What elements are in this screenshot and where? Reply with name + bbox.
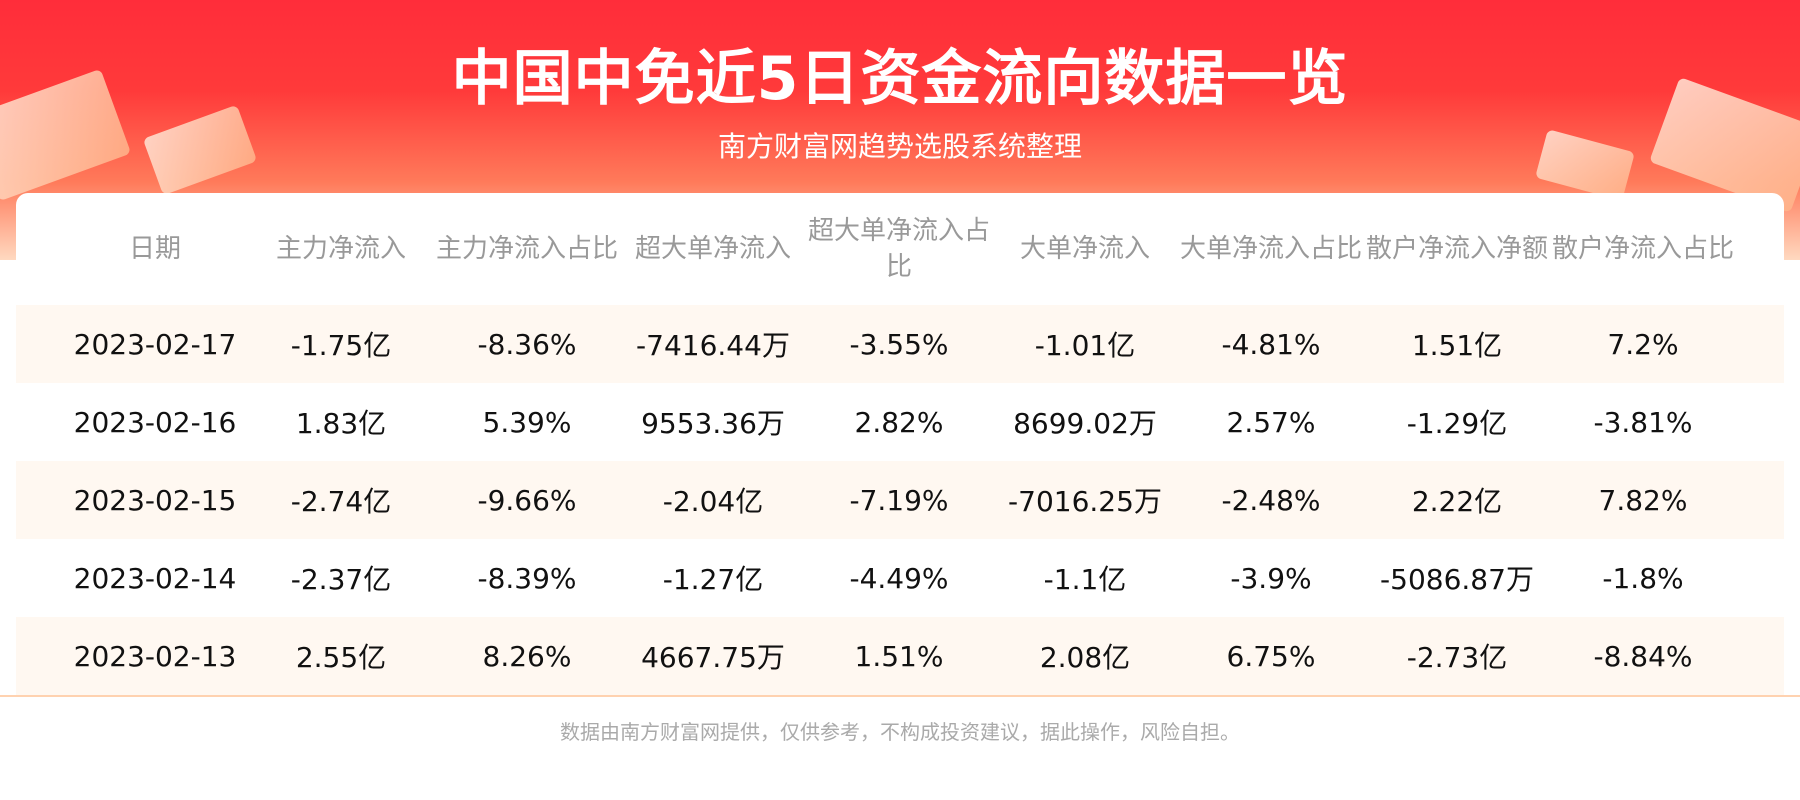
table-row: 2023-02-16 1.83亿 5.39% 9553.36万 2.82% 8699.02… — [16, 383, 1784, 461]
table-cell: -5086.87万 — [1380, 563, 1534, 596]
table-cell: -3.81% — [1593, 405, 1693, 439]
table-header: 日期 主力净流入 主力净流入占比 超大单净流入 超大单净流入占比 大单净流入 大单净流入占比… — [16, 193, 1784, 305]
column-header: 散户净流入占比 — [1551, 234, 1734, 264]
table-cell: -7416.44万 — [636, 329, 790, 362]
table-cell: 1.51% — [854, 639, 944, 673]
column-header: 日期 — [128, 234, 181, 264]
table-cell: 1.83亿 — [295, 407, 387, 440]
table-cell: 1.51亿 — [1411, 329, 1503, 362]
page-title: 中国中免近5日资金流向数据一览 — [451, 44, 1349, 114]
table-row: 2023-02-17 -1.75亿 -8.36% -7416.44万 -3.55% -1.… — [16, 305, 1784, 383]
table-cell: 2023-02-14 — [73, 561, 237, 595]
table-cell: -2.37亿 — [290, 563, 392, 596]
table-cell: 8699.02万 — [1013, 407, 1157, 440]
divider — [0, 695, 1800, 697]
table-cell: 2023-02-17 — [73, 327, 237, 361]
fund-flow-table: 日期 主力净流入 主力净流入占比 超大单净流入 超大单净流入占比 大单净流入 大单净流入占比… — [16, 193, 1784, 705]
table-cell: -1.1亿 — [1043, 563, 1127, 596]
table-cell: 2023-02-16 — [73, 405, 237, 439]
column-header: 散户净流入净额 — [1365, 234, 1548, 264]
table-cell: 7.82% — [1598, 483, 1688, 517]
table-cell: -4.49% — [849, 561, 949, 595]
table-cell: 7.2% — [1607, 327, 1679, 361]
table-row: 2023-02-13 2.55亿 8.26% 4667.75万 1.51% 2.08亿 6.… — [16, 617, 1784, 695]
table-cell: -1.27亿 — [662, 563, 764, 596]
table-cell: 6.75% — [1226, 639, 1316, 673]
table-cell: -1.01亿 — [1034, 329, 1136, 362]
table-cell: 2.08亿 — [1039, 641, 1131, 674]
table-cell: -8.84% — [1593, 639, 1693, 673]
table-cell: -9.66% — [477, 483, 577, 517]
table-cell: 5.39% — [482, 405, 572, 439]
column-header: 超大单净流入占比 — [807, 216, 990, 282]
table-cell: -4.81% — [1221, 327, 1321, 361]
column-header: 主力净流入占比 — [435, 234, 618, 264]
table-cell: -2.74亿 — [290, 485, 392, 518]
page-subtitle: 南方财富网趋势选股系统整理 — [717, 130, 1082, 163]
column-header: 大单净流入占比 — [1179, 234, 1362, 264]
table-cell: -1.75亿 — [290, 329, 392, 362]
disclaimer: 数据由南方财富网提供，仅供参考，不构成投资建议，据此操作，风险自担。 — [560, 720, 1240, 744]
table-cell: 2023-02-13 — [73, 639, 237, 673]
table-cell: 2023-02-15 — [73, 483, 237, 517]
table-cell: 8.26% — [482, 639, 572, 673]
table-cell: -3.9% — [1230, 561, 1312, 595]
column-header: 大单净流入 — [1019, 234, 1150, 264]
table-cell: -7.19% — [849, 483, 949, 517]
table-cell: -8.39% — [477, 561, 577, 595]
table-cell: -2.73亿 — [1406, 641, 1508, 674]
table-cell: 4667.75万 — [641, 641, 785, 674]
table-cell: 9553.36万 — [641, 407, 785, 440]
table-cell: -2.04亿 — [662, 485, 764, 518]
table-cell: 2.55亿 — [295, 641, 387, 674]
table-cell: 2.22亿 — [1411, 485, 1503, 518]
table-cell: -2.48% — [1221, 483, 1321, 517]
table-cell: 2.57% — [1226, 405, 1316, 439]
table-cell: -3.55% — [849, 327, 949, 361]
table-cell: -8.36% — [477, 327, 577, 361]
column-header: 超大单净流入 — [634, 234, 791, 264]
column-header: 主力净流入 — [275, 234, 406, 264]
table-cell: -7016.25万 — [1008, 485, 1162, 518]
table-cell: -1.29亿 — [1406, 407, 1508, 440]
table-cell: -1.8% — [1602, 561, 1684, 595]
table-row: 2023-02-14 -2.37亿 -8.39% -1.27亿 -4.49% -1.1亿 -… — [16, 539, 1784, 617]
table-cell: 2.82% — [854, 405, 944, 439]
table-row: 2023-02-15 -2.74亿 -9.66% -2.04亿 -7.19% -7016.… — [16, 461, 1784, 539]
